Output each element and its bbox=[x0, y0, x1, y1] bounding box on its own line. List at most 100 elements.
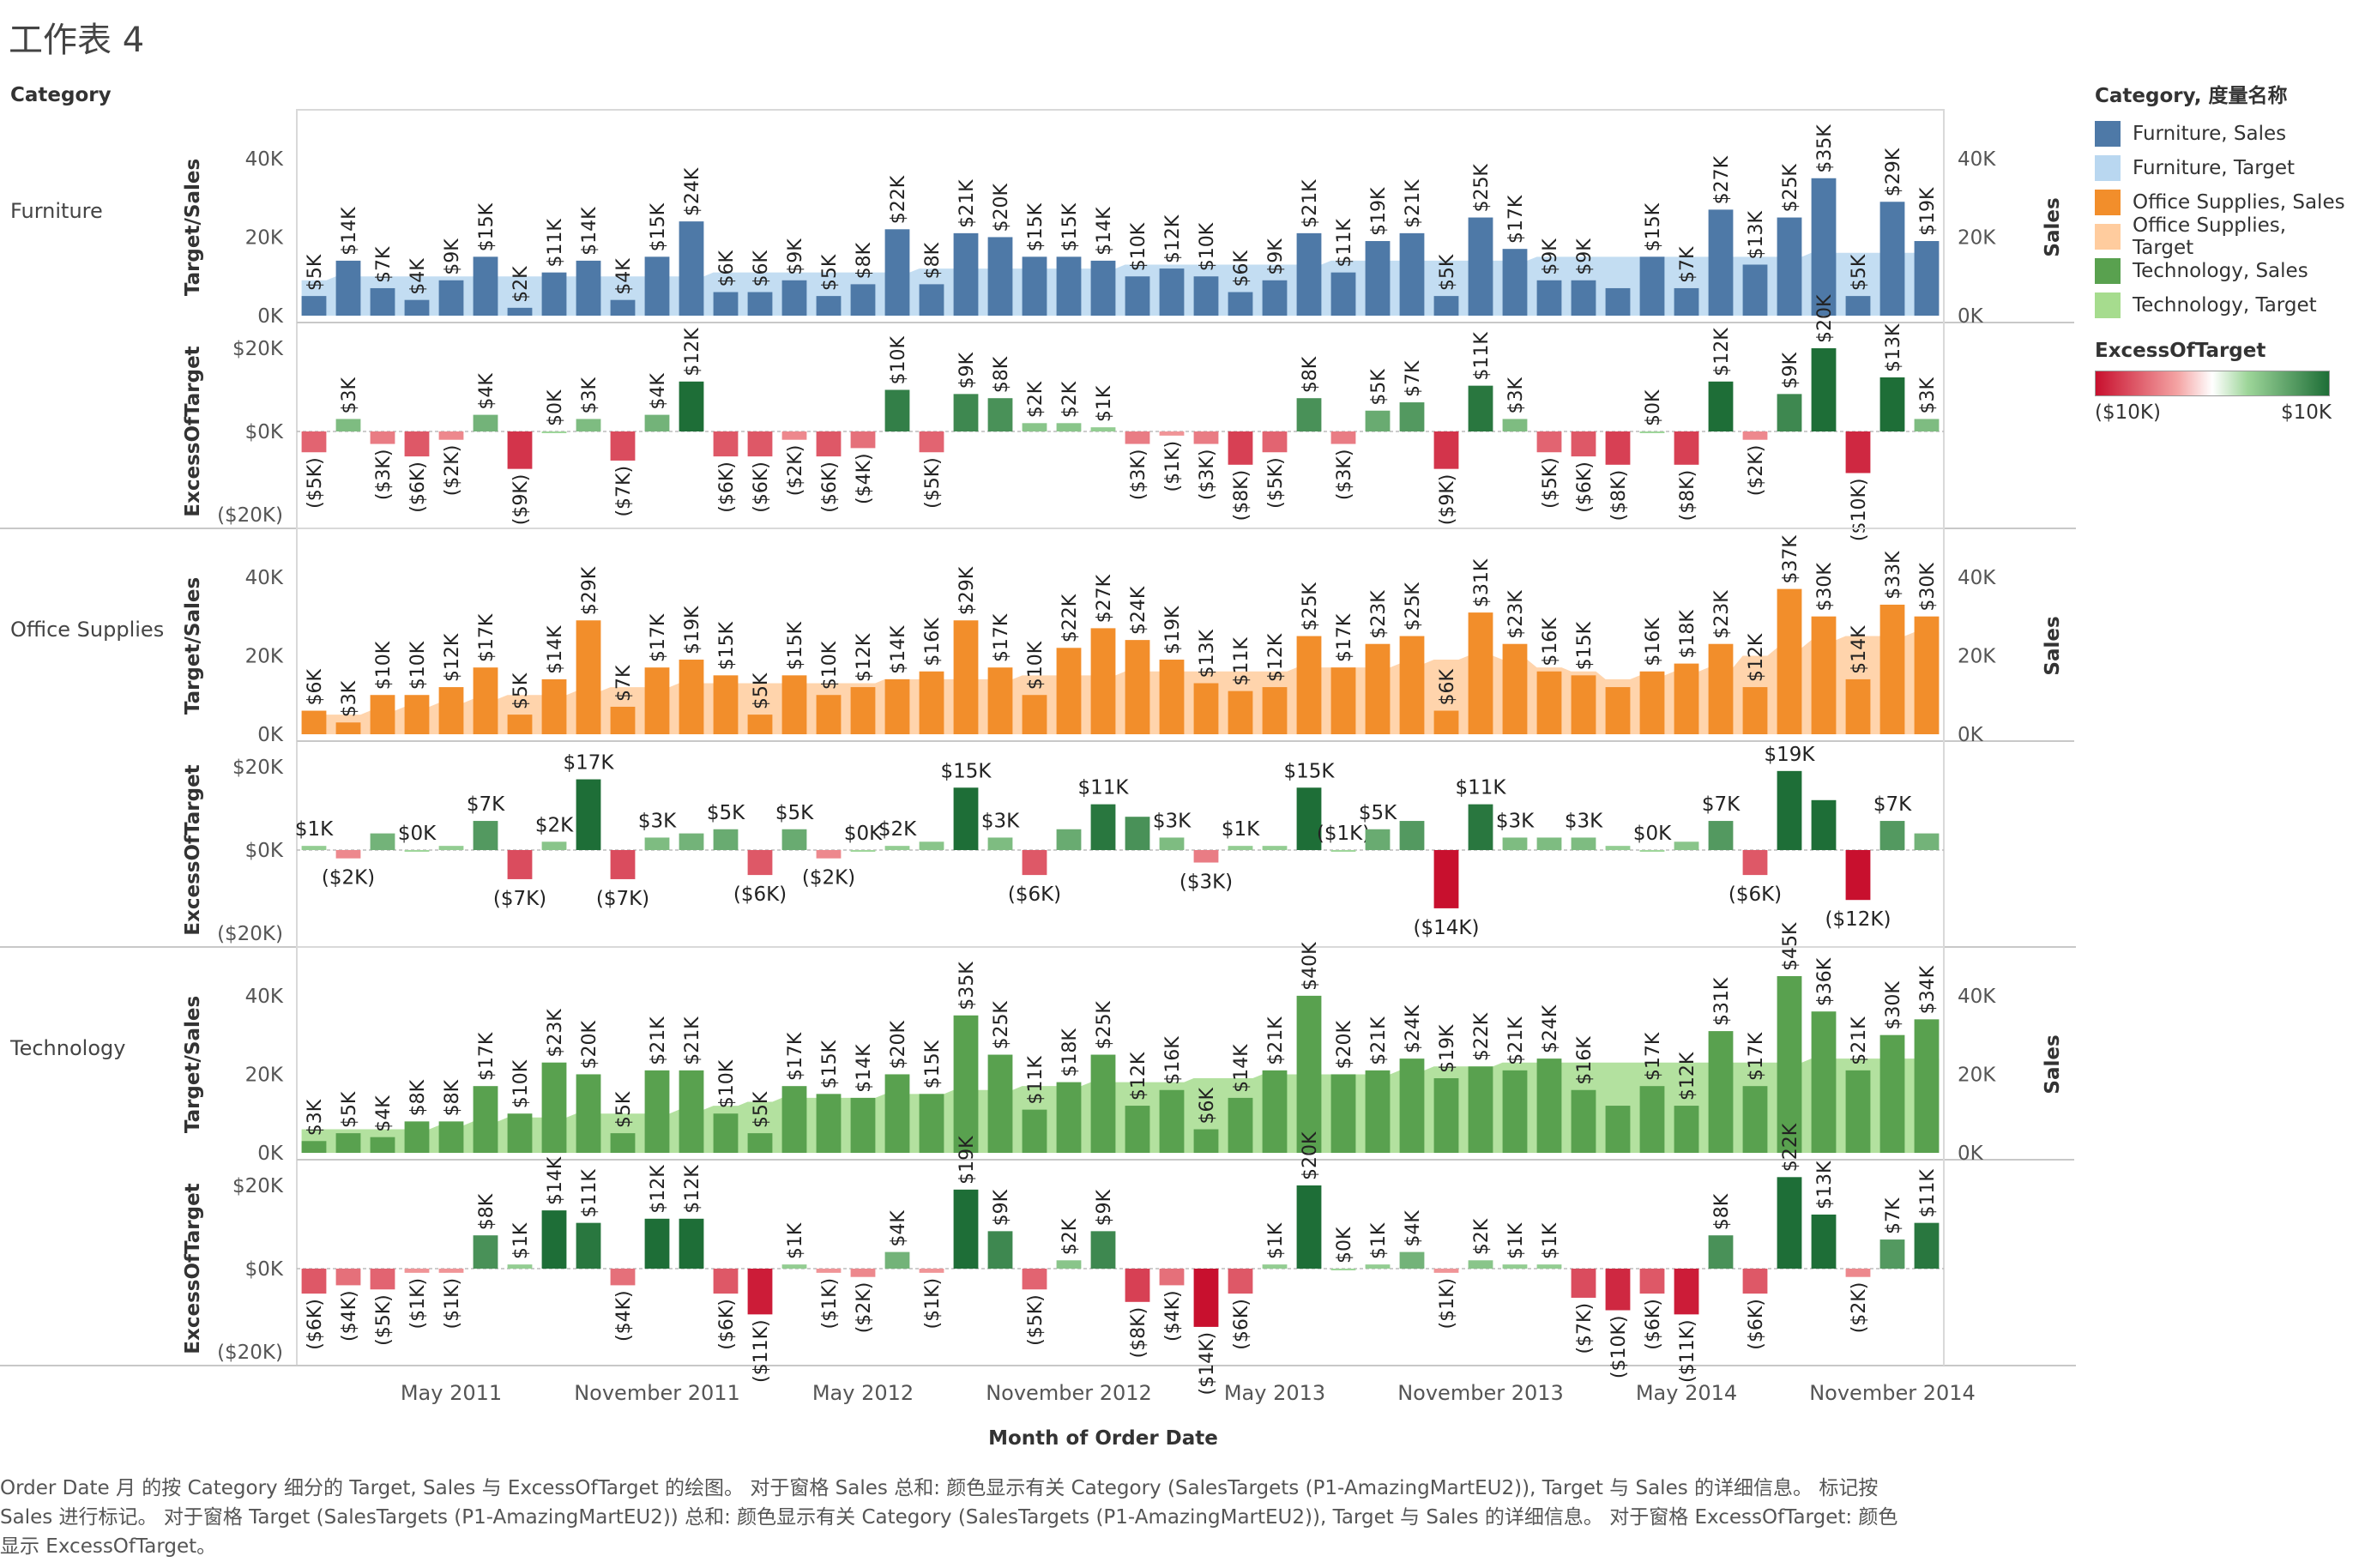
excess-bar[interactable] bbox=[1022, 1269, 1047, 1290]
excess-bar[interactable] bbox=[610, 850, 636, 879]
sales-bar[interactable] bbox=[404, 695, 430, 734]
excess-bar[interactable] bbox=[1502, 1264, 1528, 1269]
excess-bar[interactable] bbox=[1228, 846, 1253, 850]
sales-bar[interactable] bbox=[1605, 687, 1631, 734]
sales-bar[interactable] bbox=[1365, 241, 1391, 316]
sales-bar[interactable] bbox=[1228, 292, 1253, 316]
sales-bar[interactable] bbox=[1914, 616, 1940, 734]
sales-bar[interactable] bbox=[1433, 1078, 1459, 1153]
sales-bar[interactable] bbox=[1125, 276, 1150, 316]
excess-bar[interactable] bbox=[953, 1189, 979, 1269]
excess-bar[interactable] bbox=[576, 1222, 601, 1269]
sales-bar[interactable] bbox=[816, 695, 842, 734]
sales-bar[interactable] bbox=[438, 280, 464, 316]
excess-bar[interactable] bbox=[1571, 837, 1596, 850]
sales-bar[interactable] bbox=[1639, 1086, 1665, 1153]
sales-bar[interactable] bbox=[1811, 616, 1837, 734]
sales-bar[interactable] bbox=[1056, 256, 1082, 316]
excess-bar[interactable] bbox=[747, 850, 773, 876]
sales-bar[interactable] bbox=[713, 675, 739, 734]
excess-bar[interactable] bbox=[1468, 385, 1493, 431]
sales-bar[interactable] bbox=[1330, 272, 1356, 316]
legend-item[interactable]: Technology, Sales bbox=[2095, 254, 2352, 288]
sales-bar[interactable] bbox=[1365, 643, 1391, 734]
sales-bar[interactable] bbox=[1708, 1031, 1734, 1153]
excess-bar[interactable] bbox=[438, 846, 464, 850]
excess-bar[interactable] bbox=[1090, 804, 1116, 850]
excess-bar[interactable] bbox=[919, 841, 944, 850]
excess-bar[interactable] bbox=[1536, 837, 1562, 850]
excess-bar[interactable] bbox=[1090, 1231, 1116, 1269]
sales-bar[interactable] bbox=[1365, 1070, 1391, 1153]
excess-bar[interactable] bbox=[644, 1218, 670, 1269]
sales-bar[interactable] bbox=[1502, 1070, 1528, 1153]
sales-bar[interactable] bbox=[404, 299, 430, 316]
sales-bar[interactable] bbox=[1125, 1106, 1150, 1153]
sales-bar[interactable] bbox=[1159, 1089, 1185, 1153]
excess-bar[interactable] bbox=[781, 431, 807, 440]
sales-bar[interactable] bbox=[1228, 691, 1253, 734]
excess-bar[interactable] bbox=[1708, 1235, 1734, 1269]
excess-gradient[interactable] bbox=[2095, 371, 2330, 396]
sales-bar[interactable] bbox=[1022, 256, 1047, 316]
sales-bar[interactable] bbox=[1777, 588, 1802, 734]
excess-bar[interactable] bbox=[1742, 850, 1768, 876]
excess-bar[interactable] bbox=[953, 787, 979, 850]
sales-bar[interactable] bbox=[1296, 636, 1322, 734]
excess-bar[interactable] bbox=[644, 414, 670, 431]
excess-bar[interactable] bbox=[1262, 846, 1288, 850]
sales-bar[interactable] bbox=[576, 260, 601, 316]
sales-bar[interactable] bbox=[370, 695, 395, 734]
excess-bar[interactable] bbox=[884, 1251, 910, 1269]
sales-bar[interactable] bbox=[1742, 264, 1768, 316]
excess-bar[interactable] bbox=[1365, 410, 1391, 431]
excess-bar[interactable] bbox=[987, 1231, 1013, 1269]
sales-bar[interactable] bbox=[1090, 1054, 1116, 1153]
excess-bar[interactable] bbox=[1296, 1185, 1322, 1269]
sales-bar[interactable] bbox=[507, 715, 533, 734]
sales-bar[interactable] bbox=[610, 706, 636, 734]
sales-bar[interactable] bbox=[335, 260, 361, 316]
excess-bar[interactable] bbox=[1845, 431, 1871, 473]
excess-bar[interactable] bbox=[1365, 829, 1391, 850]
sales-bar[interactable] bbox=[541, 678, 567, 734]
sales-bar[interactable] bbox=[335, 1133, 361, 1153]
sales-bar[interactable] bbox=[1674, 1106, 1699, 1153]
excess-bar[interactable] bbox=[1845, 850, 1871, 901]
sales-bar[interactable] bbox=[576, 1074, 601, 1153]
sales-bar[interactable] bbox=[1399, 232, 1425, 316]
excess-bar[interactable] bbox=[1674, 841, 1699, 850]
sales-bar[interactable] bbox=[1742, 1086, 1768, 1153]
excess-bar[interactable] bbox=[713, 829, 739, 850]
excess-bar[interactable] bbox=[1879, 377, 1905, 431]
sales-bar[interactable] bbox=[987, 237, 1013, 316]
excess-bar[interactable] bbox=[1571, 431, 1596, 457]
sales-bar[interactable] bbox=[850, 1097, 876, 1153]
excess-bar[interactable] bbox=[1468, 804, 1493, 850]
excess-bar[interactable] bbox=[1502, 837, 1528, 850]
excess-bar[interactable] bbox=[335, 1269, 361, 1286]
excess-bar[interactable] bbox=[1056, 829, 1082, 850]
excess-bar[interactable] bbox=[1262, 431, 1288, 453]
excess-bar[interactable] bbox=[1777, 770, 1802, 850]
excess-bar[interactable] bbox=[370, 833, 395, 850]
excess-bar[interactable] bbox=[610, 431, 636, 461]
excess-bar[interactable] bbox=[1605, 431, 1631, 465]
excess-bar[interactable] bbox=[473, 414, 498, 431]
excess-bar[interactable] bbox=[1228, 1269, 1253, 1294]
sales-bar[interactable] bbox=[1536, 280, 1562, 316]
sales-bar[interactable] bbox=[884, 229, 910, 316]
sales-bar[interactable] bbox=[1674, 663, 1699, 734]
sales-bar[interactable] bbox=[610, 299, 636, 316]
sales-bar[interactable] bbox=[1811, 178, 1837, 316]
excess-bar[interactable] bbox=[438, 1269, 464, 1273]
legend-item[interactable]: Office Supplies, Target bbox=[2095, 214, 2352, 259]
excess-bar[interactable] bbox=[919, 1269, 944, 1273]
sales-bar[interactable] bbox=[1605, 1106, 1631, 1153]
excess-bar[interactable] bbox=[850, 850, 876, 852]
sales-bar[interactable] bbox=[1502, 249, 1528, 316]
excess-bar[interactable] bbox=[1433, 431, 1459, 469]
sales-bar[interactable] bbox=[335, 722, 361, 734]
sales-bar[interactable] bbox=[850, 687, 876, 734]
excess-bar[interactable] bbox=[1399, 402, 1425, 431]
